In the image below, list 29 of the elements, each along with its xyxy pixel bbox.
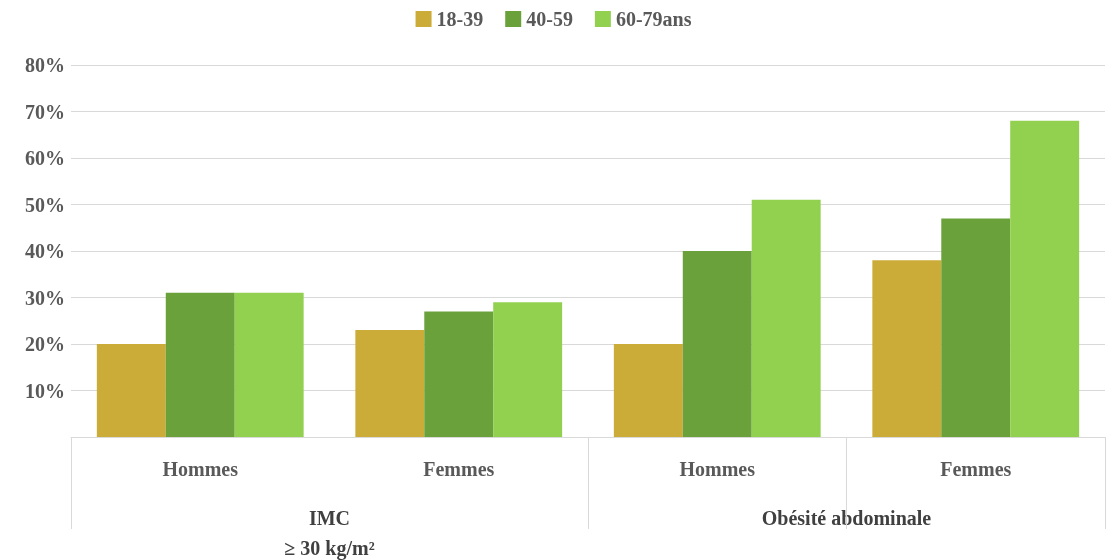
legend-label: 40-59 bbox=[526, 8, 573, 30]
bar bbox=[234, 292, 304, 437]
bar bbox=[493, 302, 563, 437]
y-tick-label: 80% bbox=[25, 54, 65, 76]
bar bbox=[751, 199, 821, 437]
bar bbox=[872, 260, 942, 437]
x-tick-label: Femmes bbox=[423, 458, 495, 480]
y-tick-label: 20% bbox=[25, 333, 65, 355]
x-tick-label: Hommes bbox=[679, 458, 756, 480]
y-tick-label: 40% bbox=[25, 240, 65, 262]
bar bbox=[613, 344, 683, 437]
x-tick-label: Hommes bbox=[162, 458, 239, 480]
bar bbox=[165, 292, 235, 437]
y-tick-label: 60% bbox=[25, 147, 65, 169]
bar bbox=[1010, 120, 1080, 437]
bar bbox=[941, 218, 1011, 437]
y-tick-label: 10% bbox=[25, 379, 65, 402]
legend-label: 60-79ans bbox=[615, 8, 692, 30]
bar bbox=[682, 251, 752, 437]
legend-label: 18-39 bbox=[436, 8, 484, 30]
text: Obésité abdominale bbox=[761, 507, 932, 529]
bar bbox=[424, 311, 494, 437]
bar bbox=[96, 344, 166, 437]
bar bbox=[355, 330, 425, 437]
y-tick-label: 50% bbox=[25, 193, 65, 216]
y-tick-label: 30% bbox=[25, 286, 65, 309]
text: IMC ≥ 30 kg/m² bbox=[284, 507, 375, 560]
y-tick-label: 70% bbox=[25, 100, 65, 123]
x-tick-label: Femmes bbox=[940, 458, 1012, 480]
